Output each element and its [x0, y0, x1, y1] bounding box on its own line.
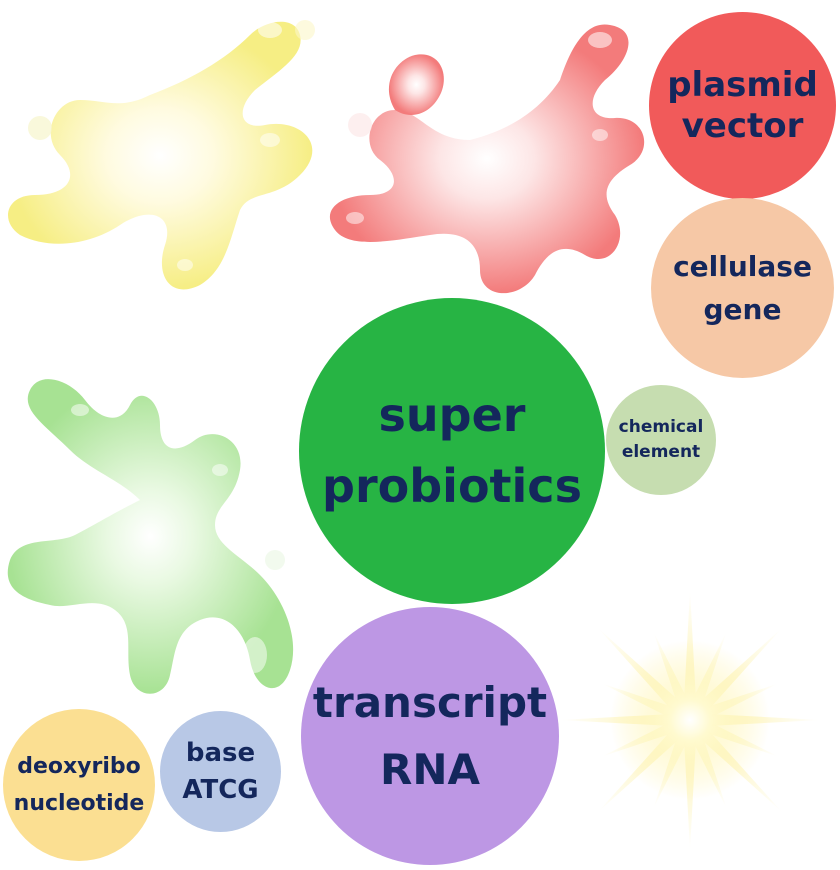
red-splat-icon [329, 24, 645, 294]
chemical-element-line2: element [621, 442, 701, 462]
transcript-rna-node: transcript RNA [301, 607, 559, 865]
deoxyribo-nucleotide-node: deoxyribo nucleotide [3, 709, 155, 861]
deoxyribo-nucleotide-line2: nucleotide [13, 791, 145, 816]
super-probiotics-node: super probiotics [299, 298, 605, 604]
sun-burst-icon [560, 590, 820, 850]
base-atcg-node: base ATCG [160, 711, 281, 832]
cellulase-gene-line2: gene [703, 293, 782, 326]
super-probiotics-line2: probiotics [322, 459, 582, 513]
base-atcg-line1: base [185, 737, 256, 768]
deoxyribo-nucleotide-line1: deoxyribo [17, 753, 141, 779]
transcript-rna-line2: RNA [380, 745, 480, 794]
green-splat-icon [7, 379, 294, 694]
plasmid-vector-line1: plasmid [667, 65, 818, 106]
chemical-element-line1: chemical [618, 416, 704, 437]
chemical-element-node: chemical element [606, 385, 716, 495]
super-probiotics-line1: super [378, 387, 526, 442]
plasmid-vector-node: plasmid vector [649, 12, 836, 199]
cellulase-gene-node: cellulase gene [651, 198, 834, 378]
transcript-rna-line1: transcript [312, 677, 548, 727]
plasmid-vector-line2: vector [681, 105, 804, 146]
base-atcg-line2: ATCG [182, 774, 259, 805]
yellow-splat-icon [8, 20, 315, 290]
cellulase-gene-line1: cellulase [673, 249, 812, 283]
